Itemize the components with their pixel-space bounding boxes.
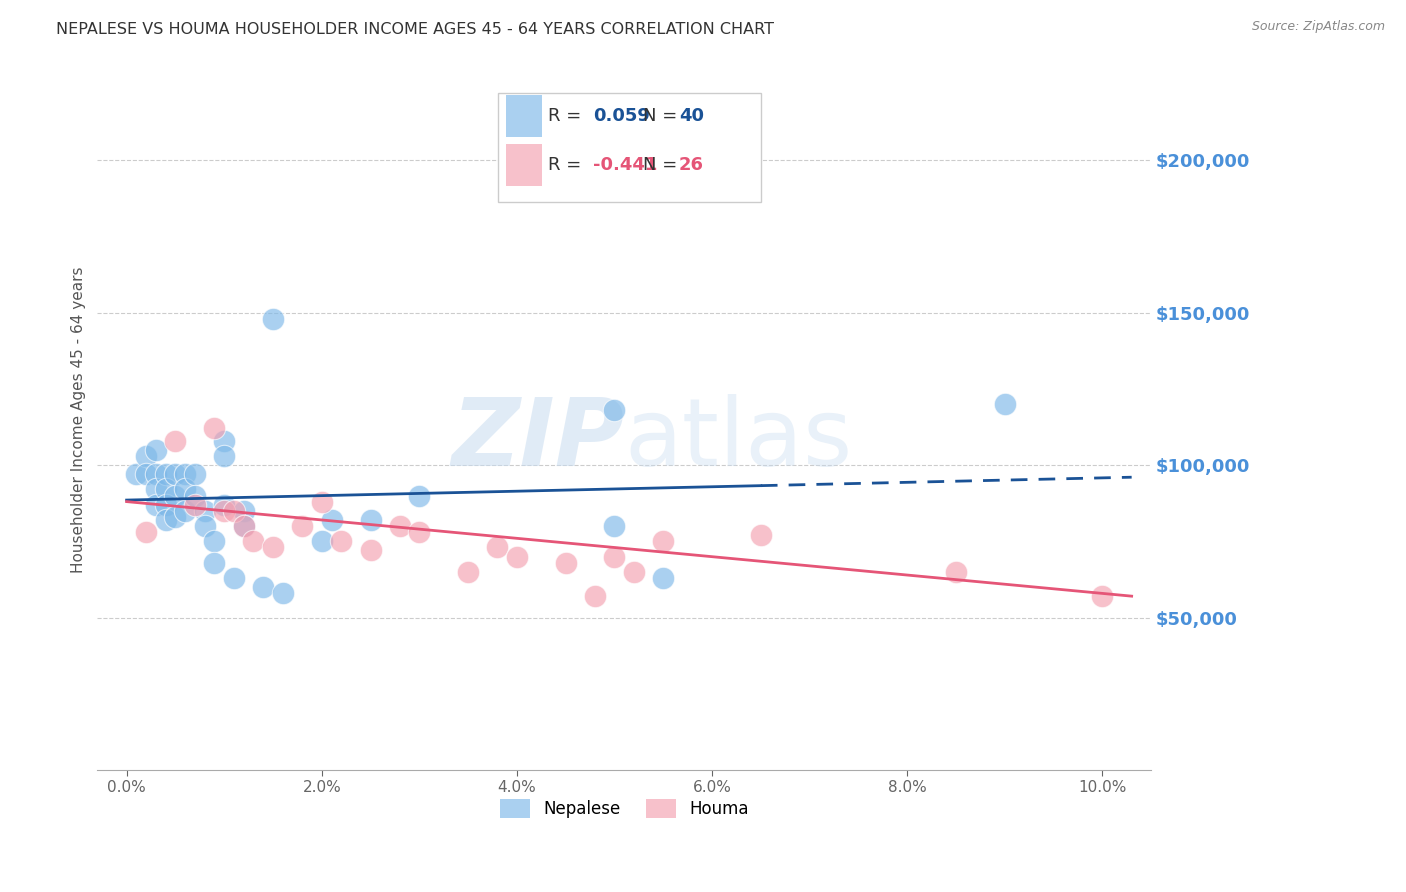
Point bbox=[194, 519, 217, 533]
Point bbox=[1091, 589, 1114, 603]
Point bbox=[184, 489, 207, 503]
Point bbox=[145, 498, 167, 512]
Point bbox=[155, 483, 177, 497]
Point bbox=[623, 565, 645, 579]
Text: 40: 40 bbox=[679, 107, 704, 125]
Point bbox=[360, 543, 382, 558]
Point bbox=[749, 528, 772, 542]
Text: N =: N = bbox=[643, 107, 683, 125]
Point bbox=[155, 513, 177, 527]
Point bbox=[360, 513, 382, 527]
Text: N =: N = bbox=[643, 156, 683, 174]
FancyBboxPatch shape bbox=[506, 145, 543, 186]
Point bbox=[554, 556, 576, 570]
Point bbox=[174, 467, 197, 482]
Point bbox=[165, 489, 187, 503]
Point bbox=[145, 467, 167, 482]
Point bbox=[212, 504, 235, 518]
Point bbox=[222, 571, 245, 585]
Point bbox=[165, 467, 187, 482]
Text: atlas: atlas bbox=[624, 394, 852, 486]
Text: Source: ZipAtlas.com: Source: ZipAtlas.com bbox=[1251, 20, 1385, 33]
FancyBboxPatch shape bbox=[506, 95, 543, 136]
Legend: Nepalese, Houma: Nepalese, Houma bbox=[494, 793, 755, 825]
Point bbox=[603, 549, 626, 564]
Point bbox=[212, 434, 235, 448]
Point bbox=[232, 504, 254, 518]
Point bbox=[945, 565, 967, 579]
Point bbox=[252, 580, 274, 594]
Point bbox=[262, 311, 284, 326]
Point bbox=[408, 525, 430, 540]
Point bbox=[184, 498, 207, 512]
Point bbox=[135, 449, 157, 463]
Point bbox=[603, 519, 626, 533]
Point bbox=[388, 519, 411, 533]
Point bbox=[204, 556, 226, 570]
Point bbox=[165, 509, 187, 524]
Point bbox=[184, 467, 207, 482]
Point bbox=[652, 534, 675, 549]
Point bbox=[262, 541, 284, 555]
Point bbox=[145, 442, 167, 457]
Text: 26: 26 bbox=[679, 156, 704, 174]
Text: ZIP: ZIP bbox=[451, 394, 624, 486]
Point bbox=[155, 467, 177, 482]
Text: 0.059: 0.059 bbox=[593, 107, 650, 125]
Point bbox=[311, 534, 333, 549]
Text: NEPALESE VS HOUMA HOUSEHOLDER INCOME AGES 45 - 64 YEARS CORRELATION CHART: NEPALESE VS HOUMA HOUSEHOLDER INCOME AGE… bbox=[56, 22, 775, 37]
Text: -0.441: -0.441 bbox=[593, 156, 657, 174]
Point bbox=[232, 519, 254, 533]
Point bbox=[242, 534, 264, 549]
Point bbox=[321, 513, 343, 527]
Point bbox=[194, 504, 217, 518]
Point bbox=[291, 519, 314, 533]
Point bbox=[174, 504, 197, 518]
Point bbox=[506, 549, 529, 564]
Point bbox=[212, 498, 235, 512]
Point bbox=[165, 434, 187, 448]
Point bbox=[271, 586, 294, 600]
Point bbox=[232, 519, 254, 533]
Point bbox=[486, 541, 509, 555]
Text: R =: R = bbox=[548, 107, 588, 125]
Point bbox=[603, 403, 626, 417]
Point bbox=[135, 467, 157, 482]
FancyBboxPatch shape bbox=[498, 93, 761, 202]
Point bbox=[204, 534, 226, 549]
Point bbox=[135, 525, 157, 540]
Point bbox=[212, 449, 235, 463]
Point bbox=[222, 504, 245, 518]
Point bbox=[204, 421, 226, 435]
Point bbox=[155, 498, 177, 512]
Point bbox=[311, 494, 333, 508]
Point bbox=[583, 589, 606, 603]
Text: R =: R = bbox=[548, 156, 588, 174]
Point bbox=[994, 397, 1017, 411]
Point bbox=[145, 483, 167, 497]
Point bbox=[457, 565, 479, 579]
Point bbox=[652, 571, 675, 585]
Point bbox=[125, 467, 148, 482]
Point bbox=[174, 483, 197, 497]
Point bbox=[408, 489, 430, 503]
Point bbox=[330, 534, 353, 549]
Y-axis label: Householder Income Ages 45 - 64 years: Householder Income Ages 45 - 64 years bbox=[72, 266, 86, 573]
